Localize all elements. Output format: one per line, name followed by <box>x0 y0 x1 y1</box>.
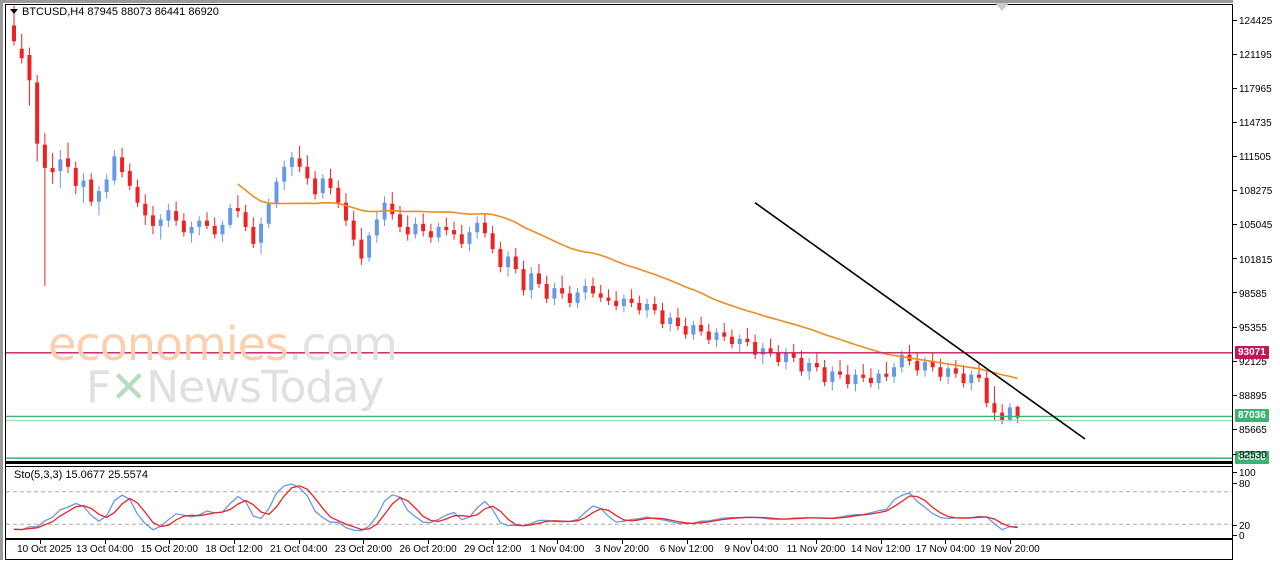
time-tick-mark <box>104 540 106 544</box>
time-tick-label: 17 Nov 04:00 <box>915 544 976 555</box>
time-tick-label: 29 Oct 12:00 <box>464 544 522 555</box>
time-tick-label: 11 Nov 20:00 <box>786 544 846 555</box>
price-tick: 117965 <box>1233 84 1272 95</box>
time-tick-mark <box>751 540 753 544</box>
price-tick: 105045 <box>1233 220 1272 231</box>
symbol-label: BTCUSD,H4 87945 88073 86441 86920 <box>10 6 219 18</box>
time-tick-mark <box>945 540 947 544</box>
stochastic-plot <box>6 483 1232 532</box>
time-tick-mark <box>428 540 429 544</box>
time-tick-label: 10 Oct 2025 <box>17 544 72 555</box>
symbol-ohlc-text: BTCUSD,H4 87945 88073 86441 86920 <box>22 6 219 18</box>
time-tick-mark <box>40 540 41 544</box>
stochastic-tick: 80 <box>1233 479 1250 490</box>
time-tick-label: 14 Nov 12:00 <box>850 544 911 555</box>
time-tick-mark <box>492 540 494 544</box>
time-tick-mark <box>363 540 365 544</box>
price-tick: 88895 <box>1233 391 1267 402</box>
stochastic-tick: 20 <box>1233 521 1250 532</box>
time-tick-mark <box>298 540 300 544</box>
time-axis[interactable]: 10 Oct 2025 13 Oct 04:00 15 Oct 20:00 18 Oc… <box>0 540 1233 560</box>
price-plot <box>6 5 1232 463</box>
time-tick-label: 19 Nov 20:00 <box>980 544 1040 555</box>
time-tick-mark <box>880 540 882 544</box>
stochastic-pane[interactable] <box>6 466 1232 538</box>
time-tick-mark <box>557 540 559 544</box>
price-tick: 121195 <box>1233 50 1272 61</box>
window-top-border <box>0 0 1233 3</box>
price-tick: 95355 <box>1233 323 1267 334</box>
time-tick-mark <box>1010 540 1011 544</box>
time-tick-label: 6 Nov 12:00 <box>659 544 714 555</box>
stochastic-tick: 100 <box>1233 468 1256 479</box>
time-tick-label: 18 Oct 12:00 <box>205 544 263 555</box>
time-tick-mark <box>816 540 817 544</box>
price-badge-resistance[interactable]: 93071 <box>1235 345 1269 359</box>
price-tick: 114735 <box>1233 118 1272 129</box>
time-tick-label: 21 Oct 04:00 <box>270 544 328 555</box>
time-tick-label: 23 Oct 20:00 <box>334 544 392 555</box>
time-tick-mark <box>622 540 623 544</box>
price-tick: 85665 <box>1233 425 1267 436</box>
window-left-border <box>0 0 3 560</box>
time-tick-label: 26 Oct 20:00 <box>399 544 457 555</box>
time-tick-mark <box>686 540 688 544</box>
time-tick-label: 13 Oct 04:00 <box>76 544 134 555</box>
price-badge-support[interactable]: 87036 <box>1235 409 1269 423</box>
time-tick-mark <box>169 540 171 544</box>
price-tick: 98585 <box>1233 289 1267 300</box>
time-tick-mark <box>234 540 235 544</box>
price-tick: 108275 <box>1233 186 1272 197</box>
chart-frame <box>5 4 1233 560</box>
chart-top-marker-icon <box>995 3 1009 11</box>
stochastic-bottom-border <box>5 538 1233 540</box>
price-tick: 92125 <box>1233 357 1267 368</box>
price-axis[interactable]: 124425 121195 117965 114735 111505 108275 1050… <box>1233 0 1280 560</box>
time-tick-label: 15 Oct 20:00 <box>140 544 198 555</box>
price-pane[interactable] <box>6 5 1232 464</box>
stochastic-tick: 0 <box>1233 531 1245 542</box>
time-tick-label: 1 Nov 04:00 <box>530 544 585 555</box>
time-tick-label: 9 Nov 04:00 <box>724 544 779 555</box>
price-tick: 111505 <box>1233 152 1271 163</box>
collapse-caret-icon[interactable] <box>10 8 18 14</box>
time-tick-label: 3 Nov 20:00 <box>595 544 649 555</box>
price-tick: 124425 <box>1233 16 1272 27</box>
price-tick: 82530 <box>1233 450 1267 461</box>
price-badge-support[interactable]: 83086 <box>1235 451 1269 465</box>
price-tick: 101815 <box>1233 255 1272 266</box>
pane-separator <box>5 461 1233 464</box>
